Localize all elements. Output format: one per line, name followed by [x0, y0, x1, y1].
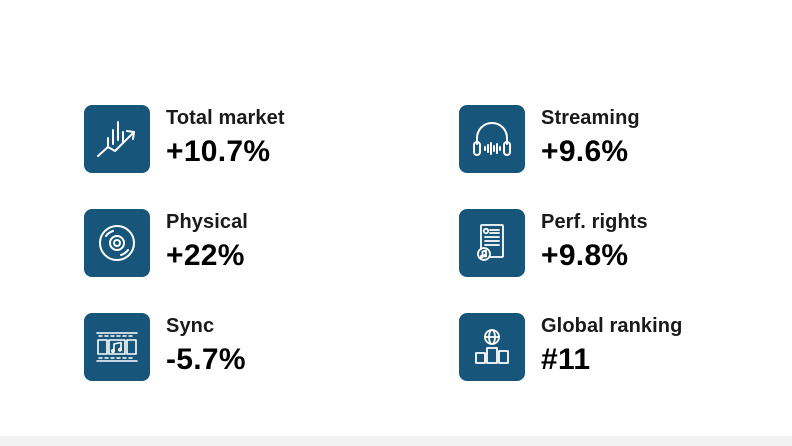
stat-label: Sync: [166, 315, 215, 337]
stat-sync: Sync -5.7%: [84, 313, 384, 381]
film-music-icon: [84, 313, 150, 381]
stat-value: +9.8%: [541, 239, 629, 272]
stat-value: +9.6%: [541, 135, 629, 168]
headphones-icon: [459, 105, 525, 173]
chart-growth-icon: [84, 105, 150, 173]
stat-global-ranking: Global ranking #11: [459, 313, 759, 381]
document-music-icon: [459, 209, 525, 277]
stat-value: +10.7%: [166, 135, 271, 168]
stat-perf-rights: Perf. rights +9.8%: [459, 209, 759, 277]
stat-label: Total market: [166, 107, 285, 129]
stat-label: Streaming: [541, 107, 640, 129]
globe-podium-icon: [459, 313, 525, 381]
stat-value: #11: [541, 343, 591, 376]
bottom-band: [0, 436, 792, 446]
stat-total-market: Total market +10.7%: [84, 105, 384, 173]
stat-value: +22%: [166, 239, 245, 272]
stat-label: Perf. rights: [541, 211, 648, 233]
stat-physical: Physical +22%: [84, 209, 384, 277]
stat-streaming: Streaming +9.6%: [459, 105, 759, 173]
disc-icon: [84, 209, 150, 277]
stat-label: Global ranking: [541, 315, 683, 337]
stat-label: Physical: [166, 211, 248, 233]
stat-value: -5.7%: [166, 343, 246, 376]
